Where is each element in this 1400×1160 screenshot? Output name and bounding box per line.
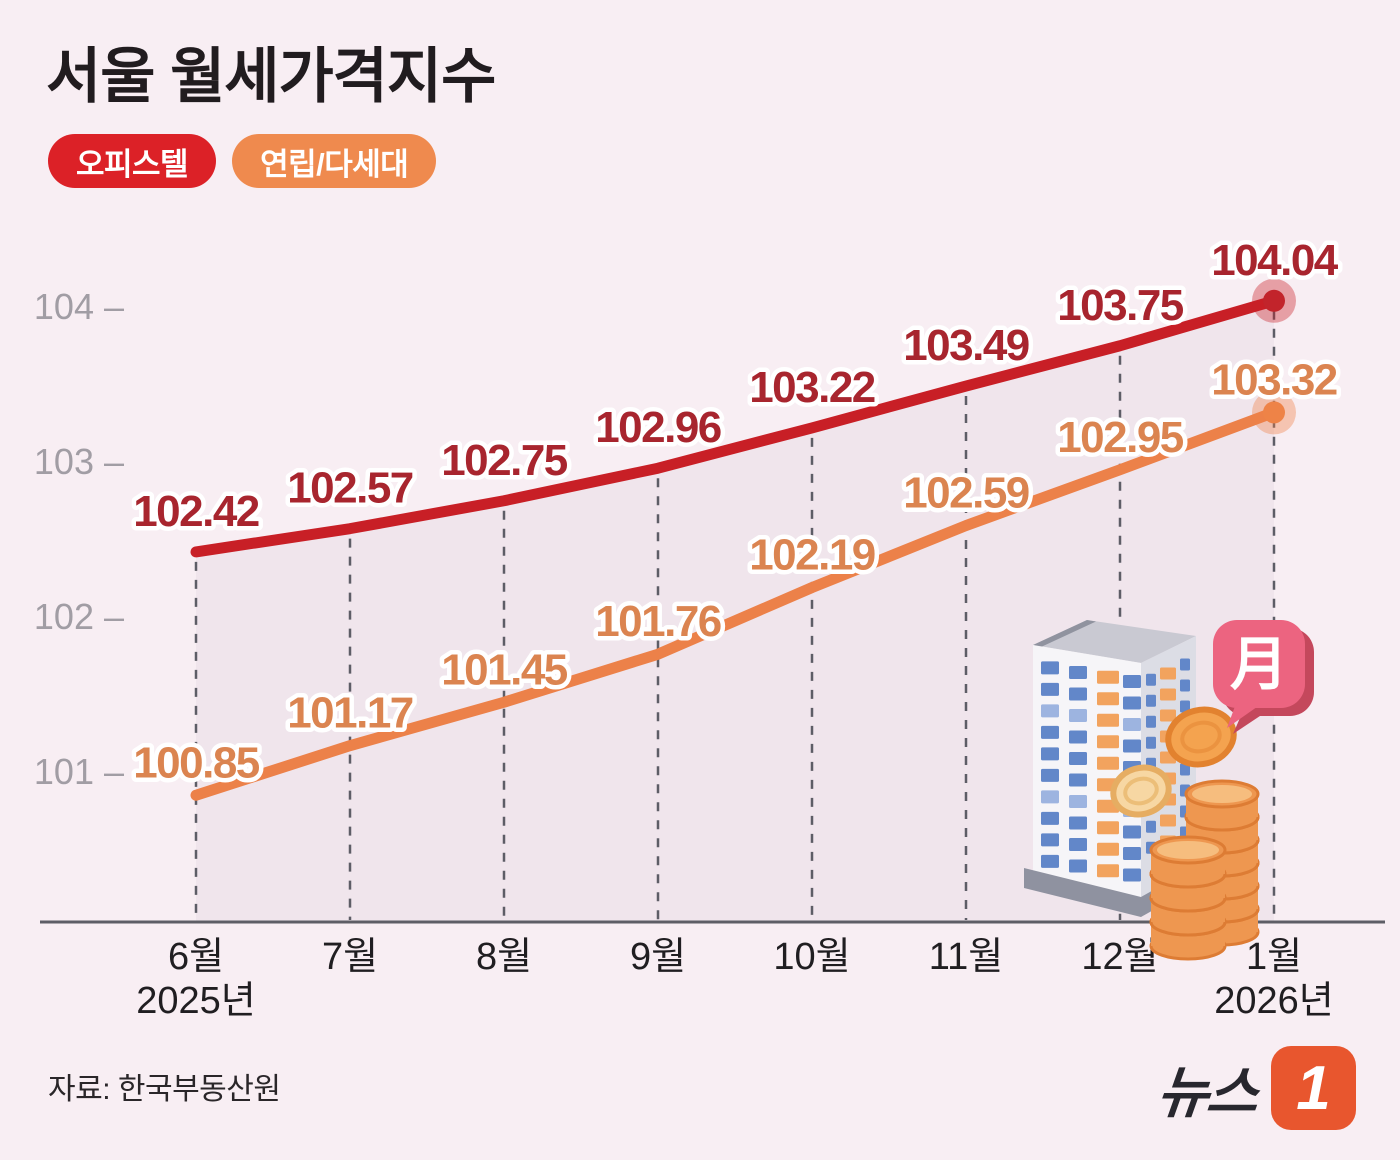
value-label: 102.96 [595, 403, 721, 452]
value-label: 102.57 [287, 464, 413, 513]
window [1180, 658, 1190, 670]
news1-logo: 뉴스 1 [1158, 1046, 1356, 1130]
news1-wordmark: 뉴스 [1154, 1048, 1262, 1129]
x-tick-label: 12월 [1081, 936, 1158, 978]
window [1041, 704, 1059, 717]
window [1146, 737, 1156, 749]
value-label: 102.75 [441, 436, 568, 485]
value-label: 101.45 [441, 645, 568, 694]
value-label: 103.75 [1057, 281, 1184, 330]
value-label: 102.95 [1057, 413, 1184, 462]
year-label: 2026년 [1214, 980, 1334, 1022]
year-label: 2025년 [136, 980, 256, 1022]
window [1069, 709, 1087, 722]
window [1180, 679, 1190, 691]
source-credit: 자료: 한국부동산원 [48, 1064, 280, 1108]
window [1069, 731, 1087, 744]
value-label: 102.42 [133, 487, 259, 536]
window [1069, 817, 1087, 830]
window [1041, 683, 1059, 696]
x-tick-label: 6월 [168, 936, 224, 978]
value-label: 104.04 [1211, 236, 1339, 285]
window [1041, 661, 1059, 674]
x-tick-label: 8월 [476, 936, 532, 978]
value-label: 102.59 [903, 469, 1029, 518]
month-bubble-char: 月 [1230, 632, 1288, 697]
rent-index-chart: 104 –103 –102 –101 –6월7월8월9월10월11월12월1월2… [0, 0, 1400, 1160]
window [1097, 714, 1119, 727]
window [1041, 747, 1059, 760]
window [1097, 735, 1119, 748]
x-tick-label: 10월 [773, 936, 850, 978]
window [1041, 833, 1059, 846]
window [1123, 869, 1141, 882]
y-tick-label: 101 – [34, 751, 124, 792]
y-tick-label: 102 – [34, 596, 124, 637]
window [1041, 726, 1059, 739]
value-label: 101.76 [595, 597, 721, 646]
x-tick-label: 1월 [1246, 936, 1302, 978]
value-label: 102.19 [749, 531, 875, 580]
window [1069, 666, 1087, 679]
coin-top [1157, 841, 1219, 859]
y-tick-label: 103 – [34, 441, 124, 482]
end-marker-dot [1263, 290, 1285, 312]
window [1160, 667, 1176, 679]
coin-top [1192, 785, 1252, 803]
window [1069, 795, 1087, 808]
window [1097, 843, 1119, 856]
window [1069, 838, 1087, 851]
value-label: 103.32 [1211, 355, 1337, 404]
window [1123, 697, 1141, 710]
window [1146, 674, 1156, 686]
window [1123, 826, 1141, 839]
window [1097, 821, 1119, 834]
window [1123, 718, 1141, 731]
window [1069, 688, 1087, 701]
window [1146, 716, 1156, 728]
news1-mark: 1 [1271, 1046, 1356, 1130]
coin-stack-front [1151, 837, 1225, 959]
window [1069, 774, 1087, 787]
window [1123, 675, 1141, 688]
window [1097, 757, 1119, 770]
window [1041, 855, 1059, 868]
window [1146, 821, 1156, 833]
window [1041, 769, 1059, 782]
value-label: 103.22 [749, 363, 875, 412]
window [1069, 860, 1087, 873]
x-tick-label: 7월 [322, 936, 378, 978]
window [1160, 688, 1176, 700]
value-label: 103.49 [903, 321, 1029, 370]
window [1123, 847, 1141, 860]
window [1146, 695, 1156, 707]
window [1123, 740, 1141, 753]
y-tick-label: 104 – [34, 286, 124, 327]
value-label: 100.85 [133, 738, 260, 787]
window [1097, 692, 1119, 705]
window [1041, 812, 1059, 825]
value-label: 101.17 [287, 689, 413, 738]
end-marker-dot [1263, 401, 1285, 423]
x-tick-label: 11월 [929, 936, 1003, 978]
window [1097, 864, 1119, 877]
window [1041, 790, 1059, 803]
window [1097, 671, 1119, 684]
x-tick-label: 9월 [630, 936, 686, 978]
infographic-canvas: 서울 월세가격지수 오피스텔 연립/다세대 104 –103 –102 –101… [0, 0, 1400, 1160]
window [1160, 814, 1176, 826]
window [1069, 752, 1087, 765]
